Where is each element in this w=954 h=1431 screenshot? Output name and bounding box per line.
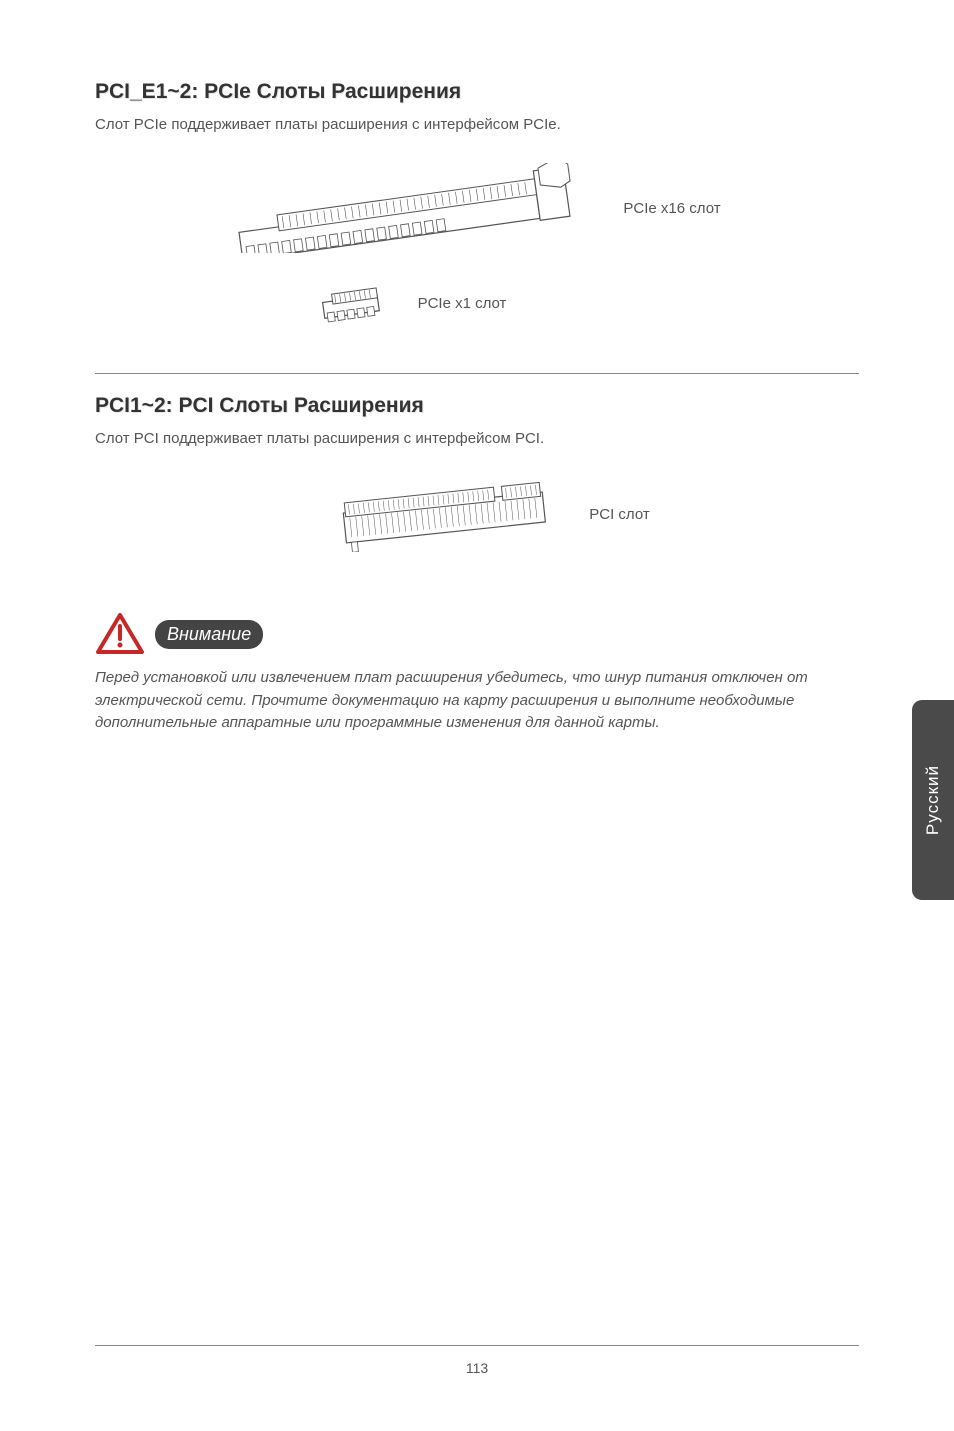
pcie-diagram-area: PCIe x16 слот [95,163,859,323]
pci-label: PCI слот [589,506,649,523]
pcie-x16-slot-illustration [233,163,593,253]
warning-section: Внимание Перед установкой или извлечение… [95,612,859,735]
warning-header: Внимание [95,612,859,657]
pcie-x1-container: PCIe x1 слот [0,283,859,323]
page-number: 113 [466,1360,488,1376]
warning-text: Перед установкой или извлечением плат ра… [95,667,859,735]
section1-title: PCI_E1~2: PCIe Слоты Расширения [95,80,859,104]
language-label: Русский [923,765,943,835]
pci-slot-illustration [334,477,564,552]
warning-badge: Внимание [155,620,263,649]
section1-description: Слот PCIe поддерживает платы расширения … [95,116,859,133]
pcie-x1-slot-illustration [318,283,393,323]
pcie-x1-label: PCIe x1 слот [418,295,507,312]
footer-divider [95,1345,859,1346]
pcie-x16-container: PCIe x16 слот [95,163,859,253]
pci-container: PCI слот [125,477,859,552]
section2-description: Слот PCI поддерживает платы расширения с… [95,430,859,447]
section2-title: PCI1~2: PCI Слоты Расширения [95,394,859,418]
section-divider [95,373,859,374]
warning-triangle-icon [95,612,145,657]
language-side-tab: Русский [912,700,954,900]
pcie-x16-label: PCIe x16 слот [623,200,720,217]
